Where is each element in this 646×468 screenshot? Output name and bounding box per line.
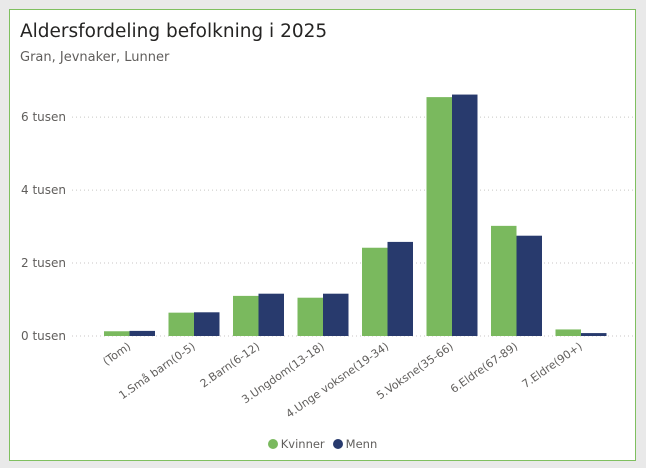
y-tick-label: 0 tusen — [21, 329, 66, 343]
y-tick-label: 4 tusen — [21, 183, 66, 197]
x-tick-label: (Tom) — [100, 340, 133, 368]
bar-kvinner — [491, 225, 517, 336]
chart-title: Aldersfordeling befolkning i 2025 — [20, 21, 328, 42]
chart-subtitle: Gran, Jevnaker, Lunner — [20, 50, 170, 65]
x-tick-label: 2.Barn(6-12) — [198, 340, 263, 391]
bar-kvinner — [426, 97, 452, 336]
legend-item-menn[interactable]: Menn — [332, 437, 378, 451]
x-tick-label: 6.Eldre(67-89) — [448, 340, 520, 396]
bar-menn — [323, 293, 349, 336]
legend-item-kvinner[interactable]: Kvinner — [267, 437, 325, 451]
bar-kvinner — [362, 247, 388, 336]
y-tick-label: 6 tusen — [21, 110, 66, 124]
x-tick-label: 7.Eldre(90+) — [520, 340, 585, 391]
bar-menn — [129, 330, 155, 336]
legend-swatch-kvinner — [267, 439, 278, 449]
bar-menn — [452, 94, 478, 337]
y-tick-label: 2 tusen — [21, 256, 66, 270]
bar-menn — [581, 333, 607, 336]
x-tick-label: 4.Unge voksne(19-34) — [283, 340, 391, 421]
legend: Kvinner Menn — [10, 437, 635, 451]
bar-kvinner — [104, 331, 130, 336]
bar-menn — [387, 241, 413, 336]
legend-swatch-menn — [332, 439, 343, 449]
chart-card: Aldersfordeling befolkning i 2025 Gran, … — [9, 9, 636, 461]
bar-kvinner — [168, 312, 194, 336]
legend-label-kvinner: Kvinner — [280, 437, 325, 451]
bar-menn — [516, 235, 542, 336]
legend-label-menn: Menn — [345, 437, 378, 451]
bar-kvinner — [555, 329, 581, 336]
bar-kvinner — [233, 295, 259, 336]
bar-menn — [194, 312, 220, 336]
bar-menn — [258, 293, 284, 336]
bar-kvinner — [297, 297, 323, 336]
